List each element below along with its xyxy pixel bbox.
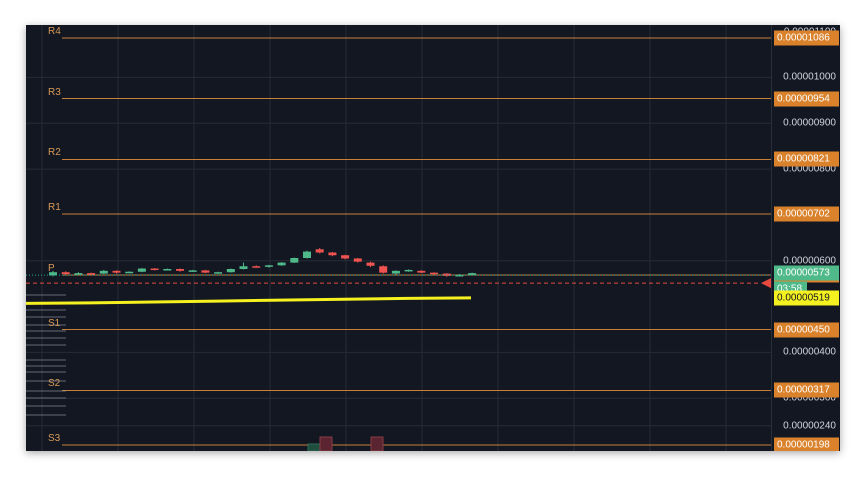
- axis-tick-label: 0.00000400: [783, 346, 836, 358]
- volume-bar: [319, 436, 333, 451]
- candle-up: [264, 265, 273, 267]
- candle-up: [188, 270, 197, 272]
- axis-tick-label: 0.00000900: [783, 117, 836, 129]
- candle-up: [277, 262, 286, 266]
- candle-up: [391, 270, 400, 274]
- candle-up: [125, 271, 134, 274]
- axis-tick-label: 0.00000800: [783, 163, 836, 175]
- candle-down: [328, 252, 337, 256]
- axis-tick-label: 0.00000600: [783, 255, 836, 267]
- level-price-tag-r3: 0.00000954: [774, 91, 839, 106]
- level-label-s2: S2: [48, 378, 61, 390]
- candle-down: [176, 269, 184, 271]
- candle-down: [87, 273, 96, 275]
- level-price-tag-s3: 0.00000198: [774, 437, 839, 451]
- level-label-r1: R1: [48, 202, 61, 213]
- candle-up: [99, 270, 108, 274]
- ma-line: [26, 296, 472, 305]
- level-label-r3: R3: [48, 86, 61, 98]
- candle-up: [455, 274, 464, 277]
- level-label-r4: R4: [48, 26, 61, 37]
- candle-up: [49, 272, 57, 276]
- chart-pane[interactable]: R4 R3 R2 R1 P S1 S2 S3: [26, 25, 771, 451]
- pivot-levels: [62, 37, 771, 446]
- candle-up: [468, 273, 477, 275]
- candle-down: [341, 255, 350, 259]
- candle-up: [239, 266, 248, 269]
- last-price-tag: 0.00000573: [774, 265, 839, 281]
- candle-up: [226, 269, 235, 273]
- level-label-r2: R2: [48, 147, 61, 159]
- candle-up: [74, 273, 83, 275]
- bid-marker-icon: [761, 278, 771, 289]
- price-markers: [26, 274, 771, 289]
- candle-down: [417, 270, 426, 273]
- chart-canvas[interactable]: [26, 25, 771, 451]
- candles[interactable]: [49, 247, 477, 277]
- candle-down: [315, 249, 324, 253]
- level-price-tag-s1: 0.00000450: [774, 322, 839, 337]
- depth-ticks: [26, 294, 66, 416]
- axis-tick-label: 0.00000240: [783, 420, 836, 432]
- volume-bar: [307, 443, 321, 451]
- candle-down: [61, 272, 70, 275]
- candle-down: [366, 262, 375, 266]
- volume-bar: [370, 436, 384, 451]
- level-price-tag-s2: 0.00000317: [774, 382, 839, 398]
- candle-up: [137, 268, 146, 272]
- volume-bars: [307, 436, 384, 451]
- candle-up: [290, 258, 299, 263]
- candle-down: [430, 272, 438, 275]
- candle-down: [353, 258, 362, 262]
- price-axis[interactable]: 0.000011000.000010000.000009000.00000800…: [771, 25, 840, 451]
- candle-down: [150, 268, 159, 271]
- level-label-p: P: [48, 262, 55, 274]
- axis-tick-label: 0.00000300: [783, 392, 836, 404]
- ma-price-tag: 0.00000519: [774, 290, 839, 306]
- candle-down: [252, 266, 261, 268]
- candle-up: [404, 269, 413, 272]
- candle-down: [112, 270, 121, 273]
- candle-up: [303, 251, 311, 258]
- candle-down: [379, 266, 388, 273]
- axis-tick-label: 0.00001000: [783, 71, 836, 83]
- candle-down: [201, 270, 210, 273]
- level-price-tag-r4: 0.00001086: [774, 30, 839, 46]
- level-label-s1: S1: [48, 317, 61, 329]
- candle-up: [214, 272, 223, 274]
- level-label-s3: S3: [48, 433, 61, 444]
- moving-average: [26, 296, 472, 305]
- level-price-tag-r2: 0.00000821: [774, 151, 839, 167]
- candle-up: [163, 269, 172, 271]
- level-price-tag-r1: 0.00000702: [774, 206, 839, 222]
- grid: [26, 25, 771, 451]
